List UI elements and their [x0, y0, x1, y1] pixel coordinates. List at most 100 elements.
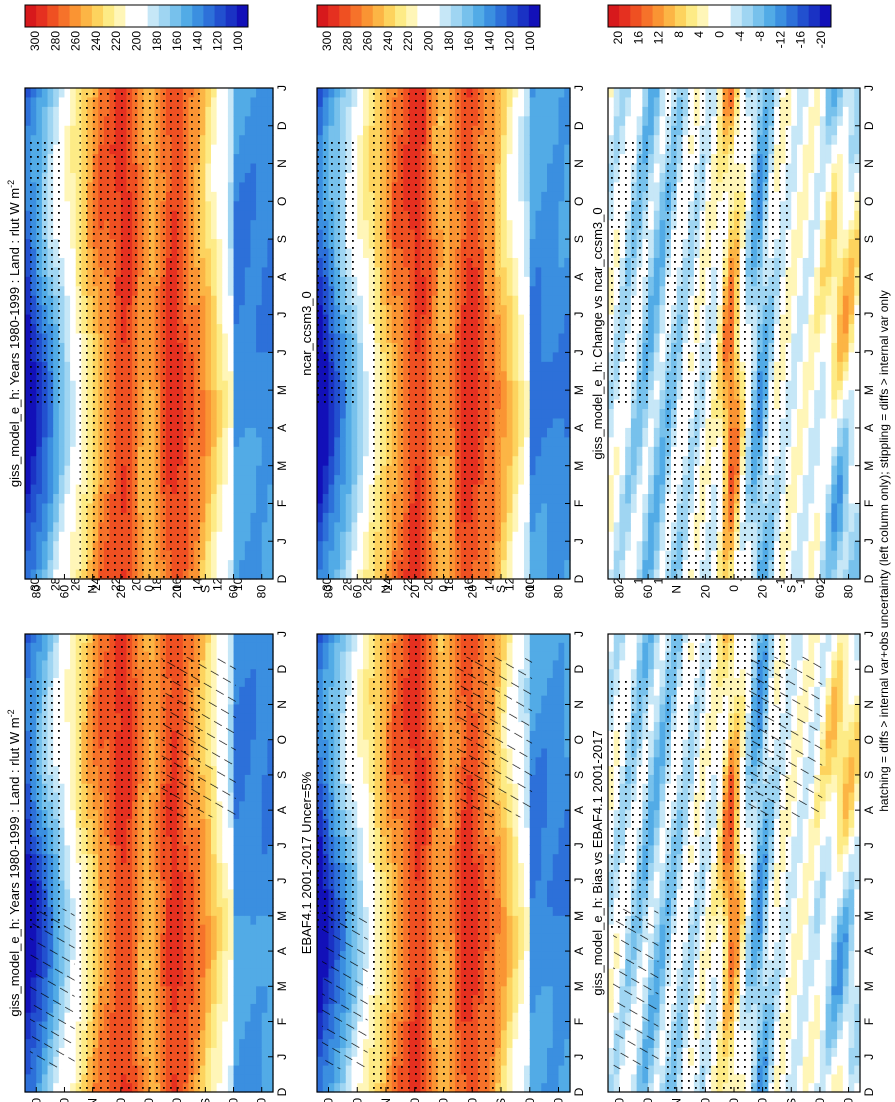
heatmap-cell: [216, 182, 223, 193]
heatmap-cell: [233, 959, 240, 970]
heatmap-cell: [227, 314, 235, 325]
heatmap-cell: [205, 1047, 212, 1058]
heatmap-cell: [211, 305, 218, 316]
heatmap-cell: [244, 106, 252, 117]
heatmap-cell: [328, 660, 335, 670]
heatmap-cell: [70, 541, 77, 552]
heatmap-cell: [250, 634, 257, 644]
heatmap-cell: [267, 465, 274, 476]
heatmap-cell: [267, 959, 274, 970]
heatmap-cell: [216, 942, 223, 952]
heatmap-cell: [64, 757, 71, 767]
heatmap-cell: [267, 333, 274, 344]
heatmap-cell: [64, 871, 71, 882]
heatmap-cell: [256, 380, 263, 391]
heatmap-cell: [216, 172, 223, 184]
heatmap-cell: [256, 352, 263, 363]
heatmap-cell: [205, 154, 212, 165]
heatmap-cell: [47, 116, 54, 127]
heatmap-cell: [250, 660, 257, 670]
heatmap-cell: [256, 818, 263, 829]
heatmap-cell: [250, 305, 257, 316]
heatmap-cell: [233, 792, 240, 802]
heatmap-cell: [222, 959, 229, 970]
heatmap-cell: [267, 437, 274, 448]
heatmap-cell: [211, 314, 218, 325]
heatmap-cell: [256, 172, 263, 184]
heatmap-cell: [267, 1021, 274, 1031]
heatmap-cell: [53, 484, 60, 495]
heatmap-cell: [244, 766, 252, 776]
month-tick-label: N: [275, 159, 289, 168]
heatmap-cell: [75, 380, 82, 391]
heatmap-cell: [239, 783, 246, 794]
heatmap-cell: [256, 314, 263, 325]
heatmap-cell: [256, 399, 263, 410]
lat-tick-label: N: [86, 1098, 100, 1102]
heatmap-cell: [250, 541, 257, 552]
heatmap-cell: [250, 409, 257, 420]
heatmap-cell: [256, 418, 263, 429]
heatmap-cell: [261, 907, 268, 917]
heatmap-cell: [30, 522, 37, 533]
month-tick-label: A: [275, 806, 289, 814]
heatmap-cell: [75, 730, 82, 741]
heatmap-cell: [58, 494, 66, 505]
heatmap-cell: [227, 456, 235, 467]
lat-tick-label: 20: [114, 1098, 128, 1102]
heatmap-cell: [205, 172, 212, 184]
heatmap-cell: [216, 1021, 223, 1031]
heatmap-cell: [70, 144, 77, 155]
heatmap-cell: [239, 651, 246, 662]
heatmap-cell: [64, 863, 71, 873]
heatmap-cell: [216, 503, 223, 514]
heatmap-cell: [239, 739, 246, 750]
heatmap-cell: [211, 942, 218, 952]
heatmap-cell: [227, 522, 235, 533]
heatmap-cell: [239, 854, 246, 864]
heatmap-cell: [244, 380, 252, 391]
heatmap-cell: [75, 986, 82, 996]
heatmap-cell: [227, 248, 235, 259]
heatmap-cell: [317, 1074, 324, 1084]
heatmap-cell: [227, 503, 235, 514]
heatmap-cell: [205, 106, 212, 117]
heatmap-cell: [239, 88, 246, 99]
lat-tick-label: 60: [57, 1098, 71, 1102]
heatmap-cell: [216, 1030, 223, 1040]
heatmap-cell: [227, 569, 235, 580]
heatmap-cell: [233, 880, 240, 891]
colorbar-tick-label: 180: [150, 31, 164, 51]
heatmap-cell: [261, 512, 268, 523]
heatmap-cell: [250, 154, 257, 165]
heatmap-cell: [250, 915, 257, 926]
heatmap-cell: [267, 352, 274, 363]
heatmap-cell: [250, 1039, 257, 1049]
heatmap-cell: [267, 660, 274, 670]
heatmap-cell: [244, 642, 252, 653]
heatmap-cell: [233, 722, 240, 732]
month-tick-label: D: [275, 665, 289, 674]
heatmap-cell: [216, 1074, 223, 1084]
heatmap-cell: [239, 660, 246, 670]
heatmap-cell: [47, 660, 54, 670]
heatmap-cell: [261, 1056, 268, 1067]
heatmap-cell: [267, 651, 274, 662]
heatmap-cell: [58, 125, 66, 136]
heatmap-cell: [64, 541, 71, 552]
heatmap-cell: [261, 774, 268, 785]
heatmap-cell: [53, 116, 60, 127]
heatmap-cell: [227, 1047, 235, 1058]
heatmap-cell: [239, 678, 246, 688]
heatmap-cell: [267, 907, 274, 917]
heatmap-cell: [261, 427, 268, 438]
heatmap-cell: [267, 182, 274, 193]
heatmap-cell: [261, 642, 268, 653]
heatmap-cell: [267, 1047, 274, 1058]
heatmap-cell: [256, 144, 263, 155]
heatmap-cell: [239, 827, 246, 838]
heatmap-cell: [211, 210, 218, 221]
heatmap-cell: [261, 116, 268, 127]
heatmap-cell: [75, 324, 82, 335]
heatmap-cell: [75, 154, 82, 165]
